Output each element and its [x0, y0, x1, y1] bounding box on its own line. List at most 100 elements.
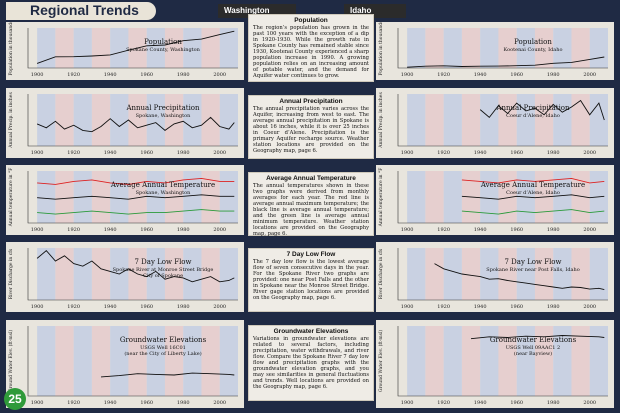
- chart-title: 7 Day Low Flow: [134, 258, 191, 266]
- x-tick-label: 1940: [474, 150, 487, 156]
- desc-groundwater: Groundwater Elevations Variations in gro…: [248, 325, 374, 401]
- x-tick-label: 2000: [583, 304, 596, 310]
- chart-title: Groundwater Elevations: [120, 336, 207, 344]
- decade-band: [407, 94, 426, 146]
- page-title: Regional Trends: [30, 2, 139, 18]
- desc-temperature-text: The annual temperatures shown in these t…: [253, 183, 369, 237]
- decade-band: [91, 326, 111, 396]
- desc-population-text: The region’s population has grown in the…: [253, 25, 369, 79]
- decade-band: [443, 28, 462, 68]
- decade-band: [516, 248, 535, 300]
- x-tick-label: 1920: [67, 304, 80, 310]
- decade-band: [219, 171, 238, 223]
- x-tick-label: 1940: [474, 72, 487, 78]
- decade-band: [498, 248, 517, 300]
- decade-band: [110, 171, 129, 223]
- chart-subtitle: USGS Well 16C01: [140, 345, 186, 351]
- chart-title: Population: [514, 38, 552, 46]
- x-tick-label: 1980: [177, 400, 190, 406]
- decade-band: [55, 28, 74, 68]
- decade-band: [219, 326, 238, 396]
- x-tick-label: 1900: [401, 227, 414, 233]
- chart-title: Population: [144, 38, 182, 46]
- decade-band: [55, 171, 74, 223]
- x-tick-label: 1940: [104, 227, 117, 233]
- decade-band: [37, 171, 56, 223]
- x-tick-label: 1940: [474, 227, 487, 233]
- y-axis-label: Ground Water Elev. (ft-msl): [7, 330, 14, 393]
- chart-temperature-washington: 1900 1920 1940 1960 1980 2000 Annual temperatu…: [6, 165, 244, 235]
- x-tick-label: 1980: [177, 304, 190, 310]
- decade-band: [443, 94, 462, 146]
- decade-band: [516, 94, 535, 146]
- x-tick-label: 1960: [140, 227, 153, 233]
- x-tick-label: 1940: [104, 150, 117, 156]
- chart-subtitle: Coeur d’Alene, Idaho: [506, 190, 560, 196]
- chart-groundwater-washington: 1900 1920 1940 1960 1980 2000 Ground Water Ele…: [6, 320, 244, 408]
- x-tick-label: 1900: [401, 400, 414, 406]
- chart-subtitle-2: (near Bayview): [514, 350, 552, 357]
- decade-band: [571, 94, 590, 146]
- decade-band: [480, 326, 499, 396]
- axis: [397, 171, 608, 224]
- series-line: [36, 249, 235, 283]
- decade-band: [589, 248, 608, 300]
- chart-subtitle-2: City of Spokane: [143, 273, 183, 279]
- decade-band: [443, 171, 462, 223]
- x-tick-label: 2000: [213, 400, 226, 406]
- decade-band: [443, 326, 462, 396]
- x-tick-label: 1900: [401, 72, 414, 78]
- decade-band: [553, 326, 572, 396]
- page-title-tab: Regional Trends: [6, 2, 156, 20]
- page-number: 25: [4, 388, 26, 410]
- decade-band: [589, 28, 608, 68]
- decade-band: [571, 326, 590, 396]
- y-axis-label: Population in thousands: [8, 22, 14, 75]
- x-tick-label: 1960: [510, 150, 523, 156]
- chart-title: Groundwater Elevations: [490, 336, 577, 344]
- decade-band: [164, 326, 184, 396]
- decade-band: [164, 248, 184, 300]
- chart-title: Annual Precipitation: [495, 104, 570, 112]
- x-tick-label: 1920: [437, 304, 450, 310]
- chart-subtitle: Spokane River at Monroe Street Bridge: [113, 267, 214, 273]
- decade-band: [164, 94, 184, 146]
- series-line: [434, 263, 605, 291]
- x-tick-label: 2000: [213, 72, 226, 78]
- y-axis-label: Annual temperature in °F: [378, 168, 384, 228]
- decade-band: [37, 326, 56, 396]
- decade-band: [219, 94, 238, 146]
- decade-band: [183, 326, 202, 396]
- series-line: [36, 30, 235, 64]
- x-tick-label: 1980: [547, 304, 560, 310]
- desc-precipitation: Annual Precipitation The annual precipit…: [248, 95, 374, 159]
- series-line: [470, 335, 605, 340]
- decade-band: [516, 326, 535, 396]
- desc-temperature: Average Annual Temperature The annual te…: [248, 172, 374, 237]
- decade-band: [91, 28, 111, 68]
- chart-population-washington: 1900 1920 1940 1960 1980 2000 Population in th…: [6, 22, 244, 80]
- x-tick-label: 1900: [31, 227, 44, 233]
- axis: [27, 171, 238, 224]
- chart-lowflow-washington: 1900 1920 1940 1960 1980 2000 River Discharge …: [6, 242, 244, 312]
- series-line: [461, 209, 605, 215]
- chart-title: 7 Day Low Flow: [504, 258, 561, 266]
- x-tick-label: 1940: [104, 400, 117, 406]
- series-line: [37, 209, 235, 215]
- x-tick-label: 1980: [177, 150, 190, 156]
- desc-temperature-title: Average Annual Temperature: [266, 175, 356, 182]
- x-tick-label: 1980: [177, 227, 190, 233]
- y-axis-label: Annual temperature in °F: [8, 168, 14, 228]
- decade-band: [146, 326, 165, 396]
- x-tick-label: 2000: [583, 227, 596, 233]
- decade-band: [516, 28, 535, 68]
- x-tick-label: 1960: [140, 150, 153, 156]
- decade-band: [571, 248, 590, 300]
- y-axis-label: Population in thousands: [378, 22, 384, 75]
- axis: [27, 94, 238, 147]
- chart-precip-idaho: 1900 1920 1940 1960 1980 2000 Annual Precip. i…: [376, 88, 614, 158]
- decade-band: [110, 326, 129, 396]
- series-line: [407, 56, 605, 68]
- x-tick-label: 1960: [140, 72, 153, 78]
- x-tick-label: 1920: [437, 227, 450, 233]
